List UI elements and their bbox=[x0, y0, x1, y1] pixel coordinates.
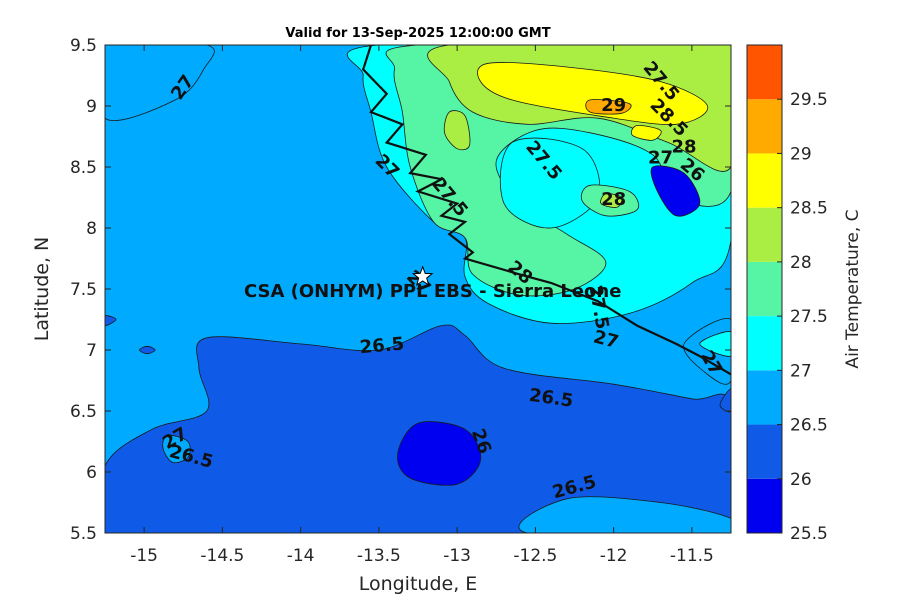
contour-region-12 bbox=[600, 193, 623, 208]
colorbar-tick-label: 26.5 bbox=[790, 416, 828, 436]
contour-region-17 bbox=[650, 165, 701, 217]
contour-region-15 bbox=[585, 99, 632, 115]
y-axis-label: Latitude, N bbox=[31, 237, 53, 342]
contour-label: 28 bbox=[601, 189, 626, 210]
x-tick-label: -14.5 bbox=[200, 546, 244, 566]
colorbar-ticks: 25.5 26 26.5 27 27.5 28 28.5 29 29.5 bbox=[777, 90, 828, 544]
colorbar bbox=[746, 44, 783, 534]
colorbar-segment bbox=[747, 45, 782, 100]
y-tick-label: 7 bbox=[86, 341, 97, 361]
colorbar-segment bbox=[747, 261, 782, 317]
colorbar-tick-label: 28 bbox=[790, 253, 812, 273]
y-tick-label: 9 bbox=[86, 97, 97, 117]
station-group: CSA (ONHYM) PPL EBS - Sierra Leone bbox=[244, 265, 621, 302]
contour-region-3 bbox=[518, 496, 731, 533]
colorbar-tick-label: 26 bbox=[790, 470, 812, 490]
contour-region-9 bbox=[499, 137, 601, 229]
x-tick-label: -12.5 bbox=[513, 546, 557, 566]
contour-regions bbox=[105, 45, 731, 533]
x-tick-label: -14 bbox=[287, 546, 315, 566]
chart-title: Valid for 13-Sep-2025 12:00:00 GMT bbox=[285, 26, 550, 41]
contour-region-14 bbox=[477, 62, 709, 125]
y-tick-label: 8 bbox=[86, 219, 97, 239]
y-tick-label: 7.5 bbox=[70, 280, 97, 300]
x-tick-label: -12 bbox=[600, 546, 628, 566]
y-tick-label: 8.5 bbox=[70, 158, 97, 178]
x-axis-label: Longitude, E bbox=[359, 573, 478, 595]
colorbar-tick-label: 29 bbox=[790, 144, 812, 164]
x-axis-ticks: -15 -14.5 -14 -13.5 -13 -12.5 -12 -11.5 bbox=[130, 45, 714, 566]
contour-region-20 bbox=[138, 345, 156, 355]
y-axis-ticks: 5.5 6 6.5 7 7.5 8 8.5 9 9.5 bbox=[70, 36, 731, 544]
contour-region-7 bbox=[719, 388, 731, 413]
y-tick-label: 9.5 bbox=[70, 36, 97, 56]
contour-region-16 bbox=[630, 124, 662, 141]
contour-region-4 bbox=[105, 45, 215, 121]
colorbar-tick-label: 27.5 bbox=[790, 307, 828, 327]
contour-label: 27 bbox=[648, 147, 673, 168]
x-tick-label: -13.5 bbox=[357, 546, 401, 566]
contour-label: 28 bbox=[672, 136, 697, 157]
colorbar-segment bbox=[747, 424, 782, 479]
colorbar-label: Air Temperature, C bbox=[843, 209, 863, 368]
station-star-icon bbox=[411, 265, 434, 287]
y-tick-label: 5.5 bbox=[70, 524, 97, 544]
contour-label: 26.5 bbox=[359, 333, 405, 358]
colorbar-segment bbox=[747, 370, 782, 425]
colorbar-segment bbox=[747, 478, 782, 533]
y-tick-label: 6.5 bbox=[70, 402, 97, 422]
colorbar-segment bbox=[747, 153, 782, 208]
x-tick-label: -13 bbox=[443, 546, 471, 566]
colorbar-tick-label: 27 bbox=[790, 361, 812, 381]
colorbar-tick-label: 25.5 bbox=[790, 524, 828, 544]
coastline bbox=[361, 45, 731, 376]
contour-region-19 bbox=[105, 315, 117, 327]
contour-region-18 bbox=[699, 331, 731, 357]
colorbar-segment bbox=[747, 99, 782, 154]
colorbar-frame bbox=[746, 44, 783, 534]
contour-region-13 bbox=[443, 110, 471, 151]
colorbar-segment bbox=[747, 207, 782, 262]
colorbar-tick-label: 29.5 bbox=[790, 90, 828, 110]
contour-label: 29 bbox=[601, 95, 626, 116]
contour-region-2 bbox=[397, 421, 482, 486]
colorbar-segment bbox=[747, 316, 782, 371]
contour-region-1 bbox=[162, 434, 191, 464]
x-tick-label: -15 bbox=[130, 546, 158, 566]
x-tick-label: -11.5 bbox=[670, 546, 714, 566]
plot-area: 272726.526.526.526.526272827.52927.528.5… bbox=[105, 45, 731, 533]
colorbar-tick-label: 28.5 bbox=[790, 199, 828, 219]
y-tick-label: 6 bbox=[86, 463, 97, 483]
station-label: CSA (ONHYM) PPL EBS - Sierra Leone bbox=[244, 281, 621, 302]
